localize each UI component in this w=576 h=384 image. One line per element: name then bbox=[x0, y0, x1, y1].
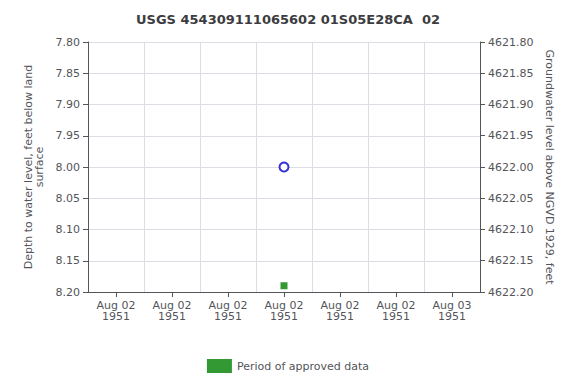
svg-text:Period of approved data: Period of approved data bbox=[237, 360, 369, 373]
svg-text:4621.90: 4621.90 bbox=[488, 98, 534, 111]
svg-text:Aug 02: Aug 02 bbox=[376, 299, 416, 312]
svg-text:Aug 02: Aug 02 bbox=[320, 299, 360, 312]
svg-text:7.85: 7.85 bbox=[56, 67, 81, 80]
svg-text:8.15: 8.15 bbox=[56, 254, 81, 267]
svg-text:1951: 1951 bbox=[326, 310, 354, 323]
svg-text:Aug 02: Aug 02 bbox=[96, 299, 136, 312]
svg-text:1951: 1951 bbox=[438, 310, 466, 323]
svg-text:Aug 02: Aug 02 bbox=[208, 299, 248, 312]
svg-text:1951: 1951 bbox=[382, 310, 410, 323]
svg-text:4621.85: 4621.85 bbox=[488, 67, 534, 80]
svg-text:4622.10: 4622.10 bbox=[488, 223, 534, 236]
svg-text:8.20: 8.20 bbox=[56, 286, 81, 299]
svg-text:8.10: 8.10 bbox=[56, 223, 81, 236]
svg-text:surface: surface bbox=[33, 146, 46, 187]
svg-text:1951: 1951 bbox=[102, 310, 130, 323]
svg-text:7.80: 7.80 bbox=[56, 36, 81, 49]
svg-text:8.00: 8.00 bbox=[56, 161, 81, 174]
svg-text:1951: 1951 bbox=[214, 310, 242, 323]
svg-text:4622.00: 4622.00 bbox=[488, 161, 534, 174]
svg-text:4622.05: 4622.05 bbox=[488, 192, 534, 205]
svg-text:7.95: 7.95 bbox=[56, 129, 81, 142]
svg-text:Aug 02: Aug 02 bbox=[152, 299, 192, 312]
svg-text:4622.20: 4622.20 bbox=[488, 286, 534, 299]
svg-text:7.90: 7.90 bbox=[56, 98, 81, 111]
svg-text:Depth to water level, feet bel: Depth to water level, feet below land bbox=[21, 64, 35, 270]
svg-text:1951: 1951 bbox=[270, 310, 298, 323]
svg-text:8.05: 8.05 bbox=[56, 192, 81, 205]
svg-text:4621.80: 4621.80 bbox=[488, 36, 534, 49]
svg-text:4622.15: 4622.15 bbox=[488, 254, 534, 267]
svg-text:Groundwater level above NGVD 1: Groundwater level above NGVD 1929, feet bbox=[543, 49, 556, 285]
svg-text:Aug 02: Aug 02 bbox=[264, 299, 304, 312]
svg-text:USGS 454309111065602 01S05E28C: USGS 454309111065602 01S05E28CA 02 bbox=[136, 12, 440, 27]
svg-text:1951: 1951 bbox=[158, 310, 186, 323]
svg-text:4621.95: 4621.95 bbox=[488, 129, 534, 142]
svg-text:Aug 03: Aug 03 bbox=[432, 299, 472, 312]
